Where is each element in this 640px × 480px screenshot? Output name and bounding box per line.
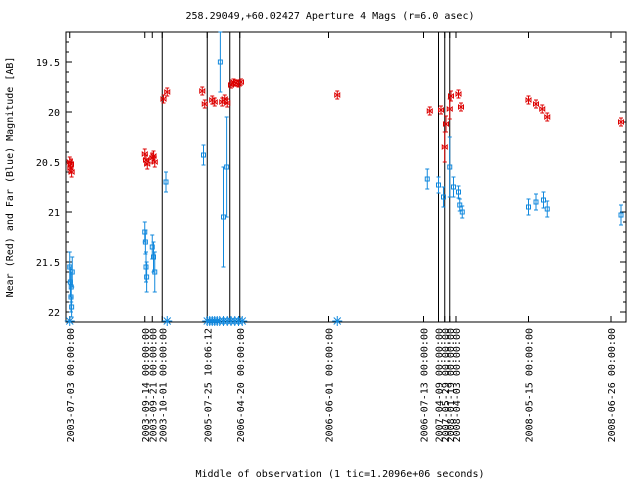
far-mag-point [451,184,456,190]
near-mag-point [448,92,454,100]
near-mag-point [68,168,75,176]
x-axis-label: Middle of observation (1 tic=1.2096e+06 … [196,469,485,480]
near-mag-point [238,78,244,86]
x-tick-label: 2003-09-14 00:00:00 [141,328,152,442]
near-mag-point [160,95,167,103]
upper-limit-marker [163,317,172,325]
far-mag-point [447,164,453,170]
near-mag-point [164,88,171,96]
near-mag-point [426,107,433,115]
x-tick-label: 2006-07-13 00:00:00 [420,328,431,442]
y-tick-label: 20 [48,108,60,119]
far-mag-point [224,164,230,170]
x-tick-label: 2003-07-03 00:00:00 [66,328,77,442]
far-mag-point [149,244,155,250]
y-axis-label: Near (Red) and Far (Blue) Magnitude [AB] [5,57,16,298]
far-mag-point [533,199,539,205]
x-tick-label: 2003-09-21 00:00:00 [148,328,159,442]
near-mag-point [211,98,218,106]
far-mag-point [436,182,441,188]
far-mag-point [217,59,223,65]
near-mag-point [539,105,546,113]
near-mag-point [68,160,74,168]
far-mag-point [459,209,465,215]
near-mag-point [618,118,624,126]
x-tick-label: 2008-05-15 00:00:00 [525,328,536,442]
near-mag-point [458,103,464,111]
far-mag-point [618,212,624,218]
near-mag-point [438,106,444,114]
x-tick-label: 2003-10-01 00:00:00 [158,328,169,442]
far-mag-point [143,264,149,270]
far-mag-point [424,176,430,182]
upper-limit-marker [238,317,247,325]
near-mag-point [201,100,208,108]
upper-limit-marker [333,317,342,325]
near-mag-point [443,120,449,128]
far-mag-point [541,197,546,203]
near-mag-point [221,95,228,103]
near-mag-point [446,105,453,113]
chart-title: 258.29049,+60.02427 Aperture 4 Mags (r=6… [186,11,475,22]
x-tick-label: 2006-04-20 00:00:00 [236,328,247,442]
x-tick-label: 2007-05-29 00:00:00 [441,328,452,442]
near-mag-point [224,99,231,107]
near-mag-point [544,113,551,121]
far-mag-point [152,269,158,275]
near-mag-point [151,158,158,166]
far-mag-point [69,269,75,275]
far-mag-point [69,304,75,310]
x-tick-label: 2008-04-03 00:00:00 [452,328,463,442]
upper-limit-marker [65,317,74,325]
plot-area: 19.5 20 20.5 21 21.5 22 2003-07-03 00:00:00 200… [36,31,627,442]
far-mag-point [441,194,446,200]
x-tick-label: 2008-01-19 00:00:00 [446,328,457,442]
near-mag-point [455,90,462,98]
x-tick-label: 2006-06-01 00:00:00 [325,328,336,442]
x-tick-label: 2007-04-09 00:00:00 [435,328,446,442]
x-tick-label: 2005-07-25 10:06:12 [203,328,214,442]
y-tick-label: 21.5 [36,258,60,269]
far-mag-point [544,206,550,212]
far-mag-point [457,202,463,208]
near-mag-point [334,91,341,99]
far-mag-point [526,204,531,210]
near-mag-point [199,87,206,95]
y-tick-label: 20.5 [36,158,60,169]
y-tick-label: 19.5 [36,58,60,69]
far-mag-point [201,152,206,158]
plot-frame [65,31,627,323]
far-mag-point [144,274,150,280]
far-mag-point [456,189,461,195]
x-tick-label: 2008-06-26 00:00:00 [607,328,618,442]
far-mag-point [142,239,148,245]
y-tick-label: 22 [48,308,60,319]
far-mag-point [163,179,169,185]
near-mag-point [144,160,151,168]
near-mag-point [441,143,448,151]
near-mag-point [525,96,532,104]
near-mag-point [533,100,539,108]
far-mag-point [151,254,156,260]
y-tick-label: 21 [48,208,60,219]
